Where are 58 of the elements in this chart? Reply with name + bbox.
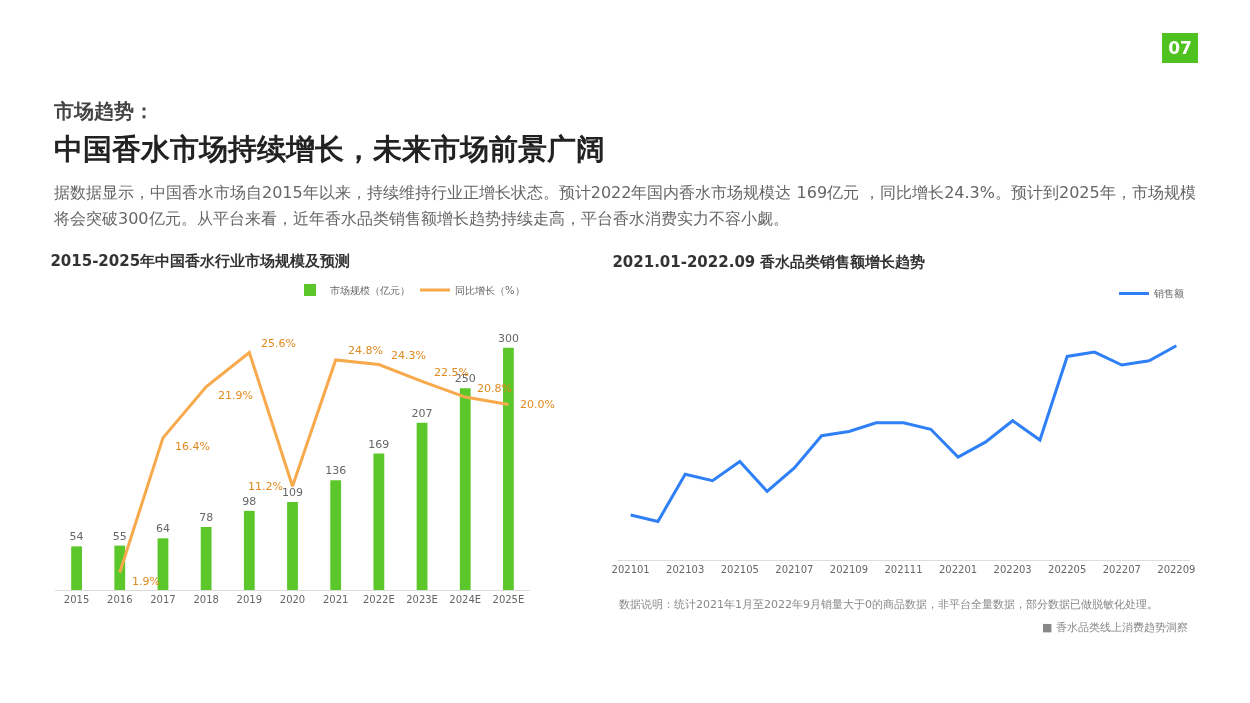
x-tick-label: 202209 (1157, 564, 1196, 575)
data-label: 25.6% (261, 337, 296, 350)
x-tick-label: 2021 (322, 594, 349, 605)
x-tick-label: 2024E (449, 594, 482, 605)
data-label: 64 (155, 522, 170, 536)
data-label: 109 (282, 485, 303, 499)
text: 中国香水市场持续增长，未来市场前景广阔 (54, 131, 605, 168)
text: 据数据显示，中国香水市场自2015年以来，持续维持行业正增长状态。预计2022年国内香水市场规模达 169亿元 ，同比增长24.3%。预计到2025年，市场规模将会突破300亿元。从平台来看，近年香水品类销售额增长趋势持续走高，平台香水消费实力不容小觑。 (54, 182, 1197, 230)
x-tick-label: 202105 (720, 564, 759, 575)
data-label: 136 (325, 464, 347, 478)
x-tick-label: 2019 (236, 594, 263, 605)
x-tick-label: 202203 (993, 564, 1032, 575)
data-label: 207 (411, 406, 433, 420)
data-label: 24.3% (391, 349, 426, 362)
x-tick-label: 202109 (829, 564, 869, 575)
data-label: 169 (368, 437, 390, 451)
legend-label: 同比增长（%） (455, 284, 525, 296)
x-tick-label: 2022E (362, 594, 395, 605)
data-label: 24.8% (348, 344, 383, 357)
x-tick-label: 202201 (938, 564, 978, 575)
data-label: 21.9% (218, 389, 253, 402)
x-tick-label: 2016 (107, 594, 133, 605)
text: 数据说明：统计2021年1月至2022年9月销量大于0的商品数据，非平台全量数据，部分数据已做脱敏化处理。 (619, 598, 1158, 611)
bar (287, 501, 298, 590)
data-label: 20.0% (520, 398, 555, 411)
bar (200, 527, 212, 590)
x-tick-label: 2023E (406, 594, 438, 605)
x-tick-label: 202205 (1048, 564, 1087, 575)
bar (373, 453, 385, 590)
x-tick-label: 2020 (279, 594, 306, 605)
x-tick-label: 202101 (611, 564, 650, 575)
data-label: 98 (242, 494, 257, 508)
legend-label: 销售额 (1153, 288, 1184, 300)
x-tick-label: 2015 (63, 594, 90, 605)
chart-title: 2015-2025年中国香水行业市场规模及预测 (50, 252, 351, 271)
x-tick-label: 202111 (884, 564, 923, 575)
bar (416, 422, 428, 590)
bar (330, 480, 342, 590)
bar (459, 388, 471, 590)
data-label: 16.4% (175, 440, 210, 453)
x-tick-label: 2025E (492, 594, 525, 605)
x-tick-label: 202207 (1102, 564, 1141, 575)
x-tick-label: 202103 (666, 564, 705, 575)
data-label: 55 (112, 529, 127, 543)
data-label: 54 (69, 530, 84, 544)
bar (243, 510, 255, 590)
x-tick-label: 202107 (775, 564, 814, 575)
data-label: 11.2% (248, 480, 283, 493)
bar (71, 546, 82, 590)
data-label: 300 (497, 331, 519, 345)
data-label: 78 (199, 511, 214, 525)
text: ■ 香水品类线上消费趋势洞察 (1042, 621, 1188, 634)
x-tick-label: 2018 (193, 594, 219, 605)
x-tick-label: 2017 (150, 594, 176, 605)
text: 市场趋势： (54, 98, 154, 125)
chart-title: 2021.01-2022.09 香水品类销售额增长趋势 (612, 253, 926, 272)
text: 07 (1162, 33, 1198, 63)
legend-label: 市场规模（亿元） (330, 284, 410, 296)
